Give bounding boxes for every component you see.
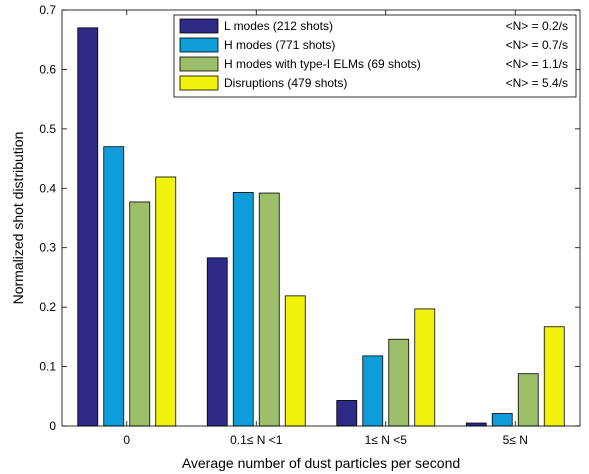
y-axis-label: Normalized shot distribution	[10, 132, 26, 305]
legend-swatch	[179, 37, 219, 53]
legend-label: L modes (212 shots)	[224, 19, 333, 33]
y-tick-label: 0.4	[39, 181, 56, 195]
bar-1-2	[206, 257, 228, 427]
x-tick-label: 0	[123, 433, 130, 447]
y-tick-label: 0.7	[39, 3, 56, 17]
legend-stat: <N> = 1.1/s	[506, 57, 568, 71]
bar-3-2	[258, 192, 280, 427]
bar-4-3	[414, 308, 436, 427]
bar-2-3	[362, 355, 384, 427]
legend: L modes (212 shots) <N> = 0.2/s H modes (7…	[173, 14, 577, 98]
bar-1-1	[77, 27, 99, 427]
bar-3-3	[388, 338, 410, 427]
x-tick-label: 1≤ N <5	[365, 433, 408, 447]
axes: 0 0.1 0.2 0.3 0.4 0.5 0.6 0.7 0 0.1≤ N <1 1≤ N <5 5…	[39, 3, 581, 447]
y-tick-label: 0.5	[39, 122, 56, 136]
legend-label: H modes (771 shots)	[224, 38, 335, 52]
legend-stat: <N> = 0.2/s	[506, 19, 568, 33]
legend-stat: <N> = 0.7/s	[506, 38, 568, 52]
y-tick-label: 0.3	[39, 241, 56, 255]
x-tick-label: 0.1≤ N <1	[230, 433, 283, 447]
legend-label: H modes with type-I ELMs (69 shots)	[224, 57, 421, 71]
legend-swatch	[179, 18, 219, 34]
x-tick-label: 5≤ N	[503, 433, 528, 447]
bar-2-1	[103, 146, 125, 427]
bar-3-1	[129, 201, 151, 427]
bar-4-2	[284, 295, 306, 427]
legend-box	[173, 14, 577, 98]
axes-frame	[61, 9, 581, 427]
bars	[77, 27, 565, 427]
bar-4-1	[155, 176, 177, 427]
y-tick-label: 0.6	[39, 62, 56, 76]
y-tick-label: 0.2	[39, 300, 56, 314]
legend-label: Disruptions (479 shots)	[224, 76, 347, 90]
bar-1-4	[465, 422, 487, 427]
legend-swatch	[179, 75, 219, 91]
bar-4-4	[543, 326, 565, 427]
x-axis-label: Average number of dust particles per sec…	[182, 455, 460, 471]
bar-1-3	[336, 400, 358, 427]
legend-stat: <N> = 5.4/s	[506, 76, 568, 90]
y-tick-label: 0.1	[39, 360, 56, 374]
bar-3-4	[517, 373, 539, 427]
y-tick-label: 0	[49, 419, 56, 433]
bar-2-2	[232, 192, 254, 427]
legend-swatch	[179, 56, 219, 72]
bar-2-4	[491, 413, 513, 427]
